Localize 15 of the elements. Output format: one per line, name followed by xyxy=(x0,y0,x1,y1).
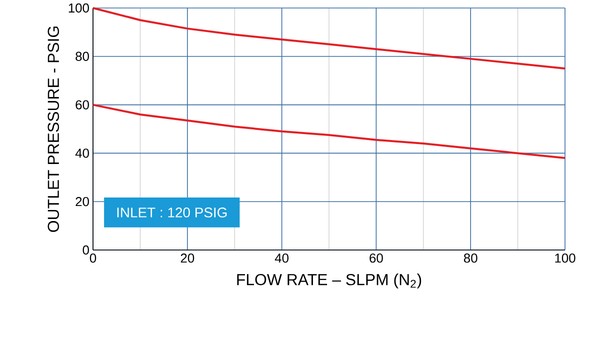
x-tick-label: 80 xyxy=(464,254,478,263)
y-tick-label: 60 xyxy=(76,100,89,110)
x-tick-label: 60 xyxy=(370,254,383,263)
x-axis-title: FLOW RATE – SLPM (N$_{2}$) xyxy=(237,274,422,288)
y-tick-label: 0 xyxy=(82,245,89,255)
x-tick-label: 40 xyxy=(274,254,289,263)
x-tick-label: 0 xyxy=(90,254,96,263)
x-tick-label: 20 xyxy=(180,254,194,263)
y-tick-label: 20 xyxy=(76,197,89,206)
annotation: INLET : 120 PSIG xyxy=(117,208,227,218)
y-axis-title: OUTLET PRESSURE - PSIG xyxy=(48,26,60,232)
y-tick-label: 100 xyxy=(68,3,89,13)
y-tick-label: 40 xyxy=(75,148,89,158)
y-tick-label: 80 xyxy=(76,52,89,61)
x-tick-label: 100 xyxy=(555,254,576,263)
